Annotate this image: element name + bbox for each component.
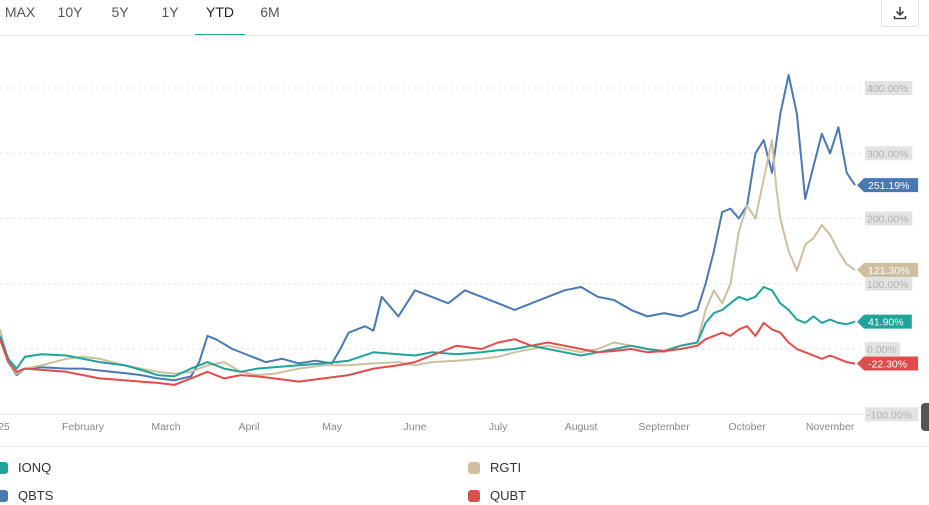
x-tick-label: 25 [0, 421, 10, 433]
legend-item-ionq[interactable]: IONQ [0, 460, 51, 475]
end-label-bg-qbts [857, 178, 919, 193]
x-tick-label: November [806, 421, 855, 433]
end-label-qbts: 251.19% [868, 180, 909, 192]
legend-swatch [468, 461, 480, 474]
y-tick-label: 400.00% [867, 83, 908, 95]
tab-6m[interactable]: 6M [260, 4, 280, 20]
legend-item-qubt[interactable]: QUBT [468, 488, 526, 503]
y-tick-label: 300.00% [867, 148, 908, 160]
x-tick-label: June [404, 421, 427, 433]
line-chart: 400.00% 300.00% 200.00% 100.00% 0.00% -100.00… [0, 73, 919, 433]
y-tick-label-bg [865, 211, 913, 226]
legend-item-qbts[interactable]: QBTS [0, 488, 53, 503]
scroll-handle[interactable] [921, 403, 929, 431]
legend-item-rgti[interactable]: RGTI [468, 460, 521, 475]
tab-max[interactable]: MAX [4, 4, 36, 20]
tab-1y[interactable]: 1Y [161, 4, 179, 20]
x-tick-label: October [728, 421, 766, 433]
end-label-qubt: -22.30% [868, 359, 907, 371]
x-tick-label: April [239, 421, 260, 433]
y-tick-label: -100.00% [867, 409, 912, 421]
y-tick-label-bg [865, 276, 913, 291]
y-tick-label-bg [865, 407, 919, 422]
x-tick-label: March [151, 421, 180, 433]
range-tabs: MAX 10Y 5Y 1Y YTD 6M [0, 0, 929, 36]
y-tick-label-bg [865, 146, 913, 161]
tabs-divider [0, 35, 929, 36]
legend-label: QBTS [18, 488, 54, 503]
end-label-bg-rgti [857, 262, 919, 277]
y-tick-label: 200.00% [867, 214, 908, 226]
x-tick-label: July [489, 421, 508, 433]
end-label-bg-ionq [857, 314, 912, 329]
end-label-rgti: 121.30% [868, 265, 909, 277]
legend-swatch [0, 461, 8, 474]
legend-label: RGTI [490, 460, 522, 475]
y-tick-label-bg [865, 342, 900, 356]
x-tick-label: February [62, 421, 105, 433]
series-line-rgti [0, 139, 856, 377]
y-tick-label: 0.00% [867, 344, 897, 356]
y-tick-label-bg [865, 81, 913, 95]
legend-label: IONQ [18, 460, 52, 475]
end-label-bg-qubt [857, 356, 919, 371]
legend-label: QUBT [490, 488, 527, 503]
series-line-qbts [0, 73, 856, 382]
download-icon [893, 7, 907, 20]
x-tick-label: September [638, 421, 690, 433]
series-line-qubt [0, 321, 856, 386]
x-tick-label: May [322, 421, 343, 433]
y-tick-label: 100.00% [867, 279, 908, 291]
legend-swatch [0, 489, 8, 502]
tab-5y[interactable]: 5Y [111, 4, 129, 20]
download-button[interactable] [881, 0, 919, 27]
legend-divider [0, 446, 929, 447]
end-label-ionq: 41.90% [868, 317, 904, 329]
legend: IONQ RGTI QBTS QUBT [0, 455, 929, 505]
legend-swatch [468, 489, 480, 502]
tab-10y[interactable]: 10Y [57, 4, 83, 20]
x-tick-label: August [565, 421, 598, 433]
